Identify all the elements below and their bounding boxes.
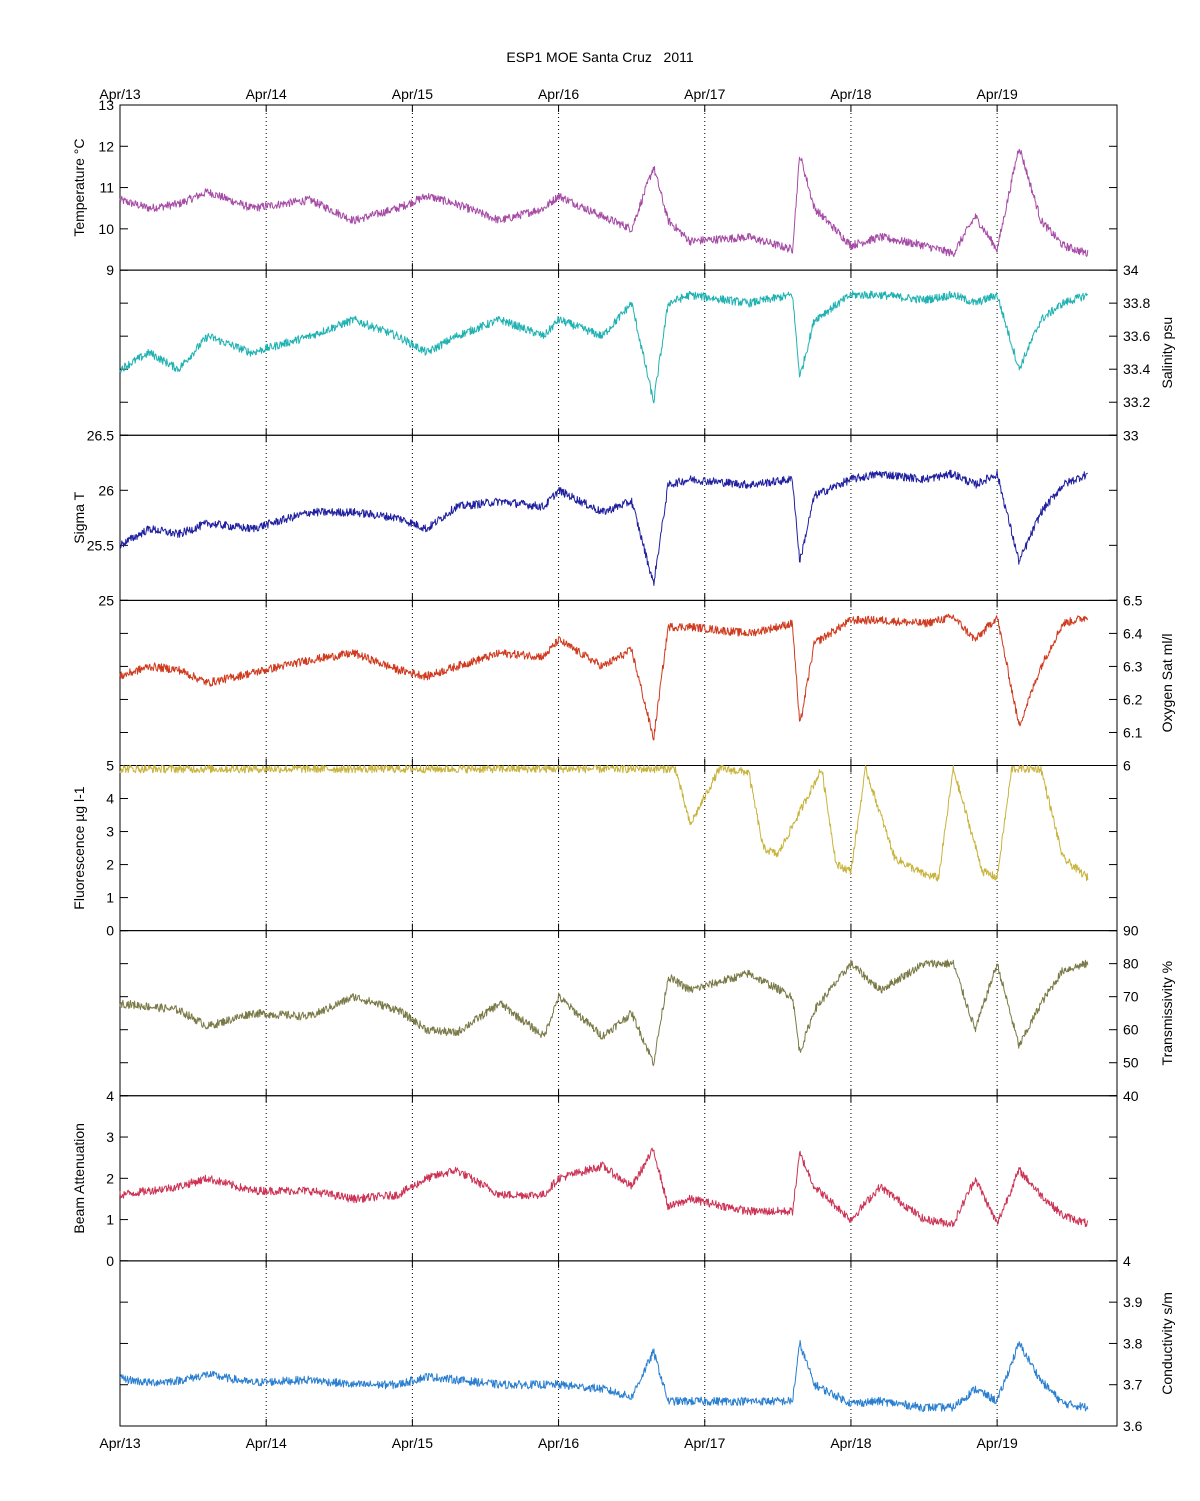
y-tick-label-oxygen: 6 [1123, 758, 1131, 774]
panel-frame-temperature [119, 104, 1118, 271]
panel-frame-conductivity [119, 1260, 1118, 1427]
series-line-transmissivity [119, 959, 1089, 1067]
y-tick-label-salinity: 33.6 [1123, 328, 1150, 344]
y-tick-label-temperature: 13 [98, 97, 114, 113]
series-line-temperature [119, 148, 1089, 258]
x-tick-label-bottom: Apr/19 [977, 1435, 1018, 1451]
y-tick-label-beam-attenuation: 0 [106, 1253, 114, 1269]
y-tick-label-oxygen: 6.5 [1123, 592, 1143, 608]
y-tick-label-transmissivity: 40 [1123, 1088, 1139, 1104]
chart-title: ESP1 MOE Santa Cruz 2011 [506, 49, 694, 65]
y-tick-label-fluorescence: 5 [106, 758, 114, 774]
y-tick-label-transmissivity: 50 [1123, 1055, 1139, 1071]
x-tick-label-bottom: Apr/17 [684, 1435, 725, 1451]
series-line-oxygen [119, 613, 1089, 741]
y-tick-label-sigma-t: 25.5 [87, 537, 114, 553]
y-axis-label-transmissivity: Transmissivity % [1159, 961, 1175, 1066]
y-tick-label-salinity: 33.4 [1123, 361, 1150, 377]
y-tick-label-oxygen: 6.4 [1123, 625, 1143, 641]
x-tick-label-bottom: Apr/15 [392, 1435, 433, 1451]
y-tick-label-beam-attenuation: 2 [106, 1170, 114, 1186]
x-tick-label-bottom: Apr/18 [830, 1435, 871, 1451]
y-axis-label-salinity: Salinity psu [1159, 317, 1175, 389]
x-tick-label-bottom: Apr/13 [99, 1435, 140, 1451]
x-tick-label-bottom: Apr/14 [246, 1435, 287, 1451]
y-axis-label-beam-attenuation: Beam Attenuation [71, 1123, 87, 1234]
y-tick-label-transmissivity: 60 [1123, 1022, 1139, 1038]
y-tick-label-salinity: 34 [1123, 262, 1139, 278]
x-tick-label-top: Apr/14 [246, 86, 287, 102]
x-tick-label-top: Apr/16 [538, 86, 579, 102]
y-tick-label-sigma-t: 26 [98, 482, 114, 498]
y-tick-label-temperature: 11 [99, 180, 114, 196]
panel-frame-fluorescence [119, 765, 1118, 932]
panel-frame-sigma-t [119, 434, 1118, 601]
y-tick-label-salinity: 33.2 [1123, 394, 1150, 410]
y-axis-label-conductivity: Conductivity s/m [1159, 1292, 1175, 1395]
y-tick-label-salinity: 33 [1123, 427, 1139, 443]
y-axis-label-temperature: Temperature °C [71, 138, 87, 236]
y-axis-label-fluorescence: Fluorescence µg l-1 [71, 786, 87, 909]
series-line-sigma-t [119, 469, 1088, 586]
series-line-fluorescence [119, 765, 1089, 882]
y-tick-label-salinity: 33.8 [1123, 295, 1150, 311]
y-tick-label-temperature: 10 [98, 221, 114, 237]
y-tick-label-beam-attenuation: 1 [106, 1212, 114, 1228]
y-tick-label-conductivity: 3.9 [1123, 1294, 1143, 1310]
x-tick-label-top: Apr/19 [977, 86, 1018, 102]
panel-frame-oxygen [119, 599, 1118, 766]
series-line-conductivity [119, 1340, 1089, 1412]
y-tick-label-transmissivity: 90 [1123, 923, 1139, 939]
x-tick-label-top: Apr/17 [684, 86, 725, 102]
y-tick-label-conductivity: 3.7 [1123, 1377, 1143, 1393]
y-tick-label-fluorescence: 0 [106, 923, 114, 939]
x-tick-label-top: Apr/18 [830, 86, 871, 102]
y-tick-label-fluorescence: 2 [106, 857, 114, 873]
y-tick-label-sigma-t: 25 [98, 592, 114, 608]
y-tick-label-fluorescence: 1 [106, 890, 114, 906]
y-tick-label-fluorescence: 3 [106, 824, 114, 840]
x-tick-label-top: Apr/13 [99, 86, 140, 102]
series-line-beam-attenuation [119, 1147, 1089, 1228]
y-tick-label-conductivity: 3.6 [1123, 1418, 1143, 1434]
x-tick-label-top: Apr/15 [392, 86, 433, 102]
y-axis-label-oxygen: Oxygen Sat ml/l [1159, 634, 1175, 733]
y-tick-label-sigma-t: 26.5 [87, 427, 114, 443]
y-tick-label-temperature: 9 [106, 262, 114, 278]
panel-frame-salinity [119, 269, 1118, 436]
y-tick-label-transmissivity: 70 [1123, 989, 1139, 1005]
y-tick-label-conductivity: 4 [1123, 1253, 1131, 1269]
y-axis-label-sigma-t: Sigma T [71, 491, 87, 543]
y-tick-label-oxygen: 6.1 [1123, 724, 1143, 740]
y-tick-label-temperature: 12 [98, 138, 114, 154]
y-tick-label-oxygen: 6.2 [1123, 691, 1143, 707]
y-tick-label-fluorescence: 4 [106, 791, 114, 807]
y-tick-label-transmissivity: 80 [1123, 956, 1139, 972]
x-tick-label-bottom: Apr/16 [538, 1435, 579, 1451]
y-tick-label-oxygen: 6.3 [1123, 658, 1143, 674]
y-tick-label-beam-attenuation: 4 [106, 1088, 114, 1104]
y-tick-label-conductivity: 3.8 [1123, 1335, 1143, 1351]
y-tick-label-beam-attenuation: 3 [106, 1129, 114, 1145]
series-line-salinity [119, 290, 1089, 404]
